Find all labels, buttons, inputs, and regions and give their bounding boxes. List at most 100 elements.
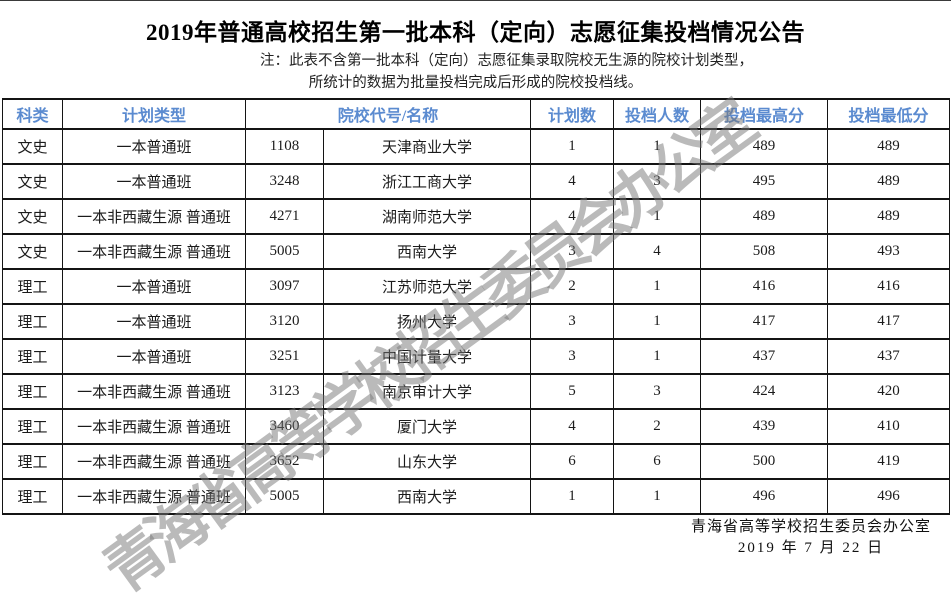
cell-category: 理工 — [2, 268, 63, 305]
cell-max-score: 424 — [700, 373, 829, 410]
cell-plan-count: 2 — [530, 268, 615, 305]
cell-filed-count: 1 — [613, 198, 702, 235]
cell-plan-type: 一本普通班 — [62, 128, 246, 165]
cell-plan-count: 4 — [530, 163, 615, 200]
table-header: 科类 计划类型 院校代号/名称 计划数 投档人数 投档最高分 投档最低分 — [2, 98, 951, 130]
cell-category: 文史 — [2, 163, 63, 200]
signature-block: 青海省高等学校招生委员会办公室 2019 年 7 月 22 日 — [691, 517, 931, 559]
cell-college-code: 3460 — [245, 408, 324, 445]
cell-filed-count: 2 — [613, 408, 702, 445]
cell-college-name: 山东大学 — [322, 443, 532, 480]
cell-plan-type: 一本普通班 — [62, 338, 246, 375]
cell-plan-type: 一本非西藏生源 普通班 — [62, 443, 246, 480]
cell-category: 理工 — [2, 443, 63, 480]
cell-college-name: 扬州大学 — [322, 303, 532, 340]
cell-max-score: 496 — [700, 478, 829, 515]
table-row: 理工 一本普通班 3120 扬州大学 3 1 417 417 — [2, 303, 951, 340]
cell-college-name: 浙江工商大学 — [322, 163, 532, 200]
cell-filed-count: 1 — [613, 478, 702, 515]
cell-college-name: 天津商业大学 — [322, 128, 532, 165]
cell-category: 理工 — [2, 303, 63, 340]
header-college: 院校代号/名称 — [244, 98, 532, 130]
note-block: 注：此表不含第一批本科（定向）志愿征集录取院校无生源的院校计划类型， 所统计的数… — [0, 50, 951, 94]
cell-category: 理工 — [2, 373, 63, 410]
cell-max-score: 489 — [700, 198, 829, 235]
cell-category: 理工 — [2, 478, 63, 515]
cell-plan-count: 3 — [530, 233, 615, 270]
cell-min-score: 419 — [827, 443, 951, 480]
table-row: 理工 一本普通班 3097 江苏师范大学 2 1 416 416 — [2, 268, 951, 305]
cell-min-score: 489 — [827, 128, 951, 165]
cell-college-code: 3652 — [245, 443, 324, 480]
table-row: 理工 一本非西藏生源 普通班 5005 西南大学 1 1 496 496 — [2, 478, 951, 515]
cell-college-name: 江苏师范大学 — [322, 268, 532, 305]
cell-college-name: 湖南师范大学 — [322, 198, 532, 235]
cell-min-score: 416 — [827, 268, 951, 305]
cell-college-code: 4271 — [245, 198, 324, 235]
cell-filed-count: 1 — [613, 338, 702, 375]
cell-college-code: 3123 — [245, 373, 324, 410]
note-line-2: 所统计的数据为批量投档完成后形成的院校投档线。 — [308, 75, 643, 91]
cell-plan-type: 一本非西藏生源 普通班 — [62, 373, 246, 410]
cell-category: 文史 — [2, 198, 63, 235]
cell-max-score: 439 — [700, 408, 829, 445]
cell-min-score: 493 — [827, 233, 951, 270]
cell-college-code: 3251 — [245, 338, 324, 375]
cell-filed-count: 1 — [613, 128, 702, 165]
cell-max-score: 417 — [700, 303, 829, 340]
cell-plan-type: 一本非西藏生源 普通班 — [62, 478, 246, 515]
cell-plan-count: 6 — [530, 443, 615, 480]
cell-plan-count: 1 — [530, 128, 615, 165]
table-body: 文史 一本普通班 1108 天津商业大学 1 1 489 489 文史 一本普通… — [2, 128, 951, 515]
admission-table: 科类 计划类型 院校代号/名称 计划数 投档人数 投档最高分 投档最低分 文史 … — [2, 98, 951, 515]
cell-min-score: 496 — [827, 478, 951, 515]
cell-filed-count: 6 — [613, 443, 702, 480]
cell-plan-type: 一本普通班 — [62, 163, 246, 200]
cell-plan-count: 5 — [530, 373, 615, 410]
table-header-row: 科类 计划类型 院校代号/名称 计划数 投档人数 投档最高分 投档最低分 — [2, 98, 951, 130]
cell-college-code: 5005 — [245, 233, 324, 270]
cell-min-score: 437 — [827, 338, 951, 375]
cell-category: 文史 — [2, 233, 63, 270]
cell-filed-count: 3 — [613, 373, 702, 410]
cell-plan-count: 4 — [530, 408, 615, 445]
cell-plan-type: 一本非西藏生源 普通班 — [62, 233, 246, 270]
cell-plan-type: 一本普通班 — [62, 303, 246, 340]
table-row: 文史 一本非西藏生源 普通班 4271 湖南师范大学 4 1 489 489 — [2, 198, 951, 235]
cell-category: 文史 — [2, 128, 63, 165]
page-title: 2019年普通高校招生第一批本科（定向）志愿征集投档情况公告 — [146, 20, 805, 45]
cell-max-score: 495 — [700, 163, 829, 200]
cell-max-score: 489 — [700, 128, 829, 165]
table-row: 文史 一本非西藏生源 普通班 5005 西南大学 3 4 508 493 — [2, 233, 951, 270]
cell-college-code: 3120 — [245, 303, 324, 340]
table-row: 文史 一本普通班 3248 浙江工商大学 4 3 495 489 — [2, 163, 951, 200]
table-row: 理工 一本非西藏生源 普通班 3652 山东大学 6 6 500 419 — [2, 443, 951, 480]
cell-max-score: 508 — [700, 233, 829, 270]
table-row: 理工 一本非西藏生源 普通班 3123 南京审计大学 5 3 424 420 — [2, 373, 951, 410]
cell-category: 理工 — [2, 408, 63, 445]
cell-plan-type: 一本非西藏生源 普通班 — [62, 408, 246, 445]
cell-max-score: 437 — [700, 338, 829, 375]
cell-plan-count: 3 — [530, 303, 615, 340]
signature-office: 青海省高等学校招生委员会办公室 — [690, 519, 931, 535]
cell-plan-count: 4 — [530, 198, 615, 235]
cell-min-score: 489 — [827, 198, 951, 235]
cell-filed-count: 1 — [613, 303, 702, 340]
cell-college-name: 厦门大学 — [322, 408, 532, 445]
cell-min-score: 417 — [827, 303, 951, 340]
cell-college-name: 西南大学 — [322, 478, 532, 515]
cell-filed-count: 1 — [613, 268, 702, 305]
table-row: 文史 一本普通班 1108 天津商业大学 1 1 489 489 — [2, 128, 951, 165]
cell-college-code: 3097 — [245, 268, 324, 305]
header-plan-count: 计划数 — [530, 98, 615, 130]
page-top-rule — [0, 0, 951, 1]
cell-college-code: 1108 — [245, 128, 324, 165]
cell-college-name: 南京审计大学 — [322, 373, 532, 410]
cell-plan-count: 1 — [530, 478, 615, 515]
header-category: 科类 — [2, 98, 63, 130]
cell-college-code: 5005 — [245, 478, 324, 515]
cell-min-score: 420 — [827, 373, 951, 410]
cell-plan-count: 3 — [530, 338, 615, 375]
cell-category: 理工 — [2, 338, 63, 375]
cell-filed-count: 3 — [613, 163, 702, 200]
